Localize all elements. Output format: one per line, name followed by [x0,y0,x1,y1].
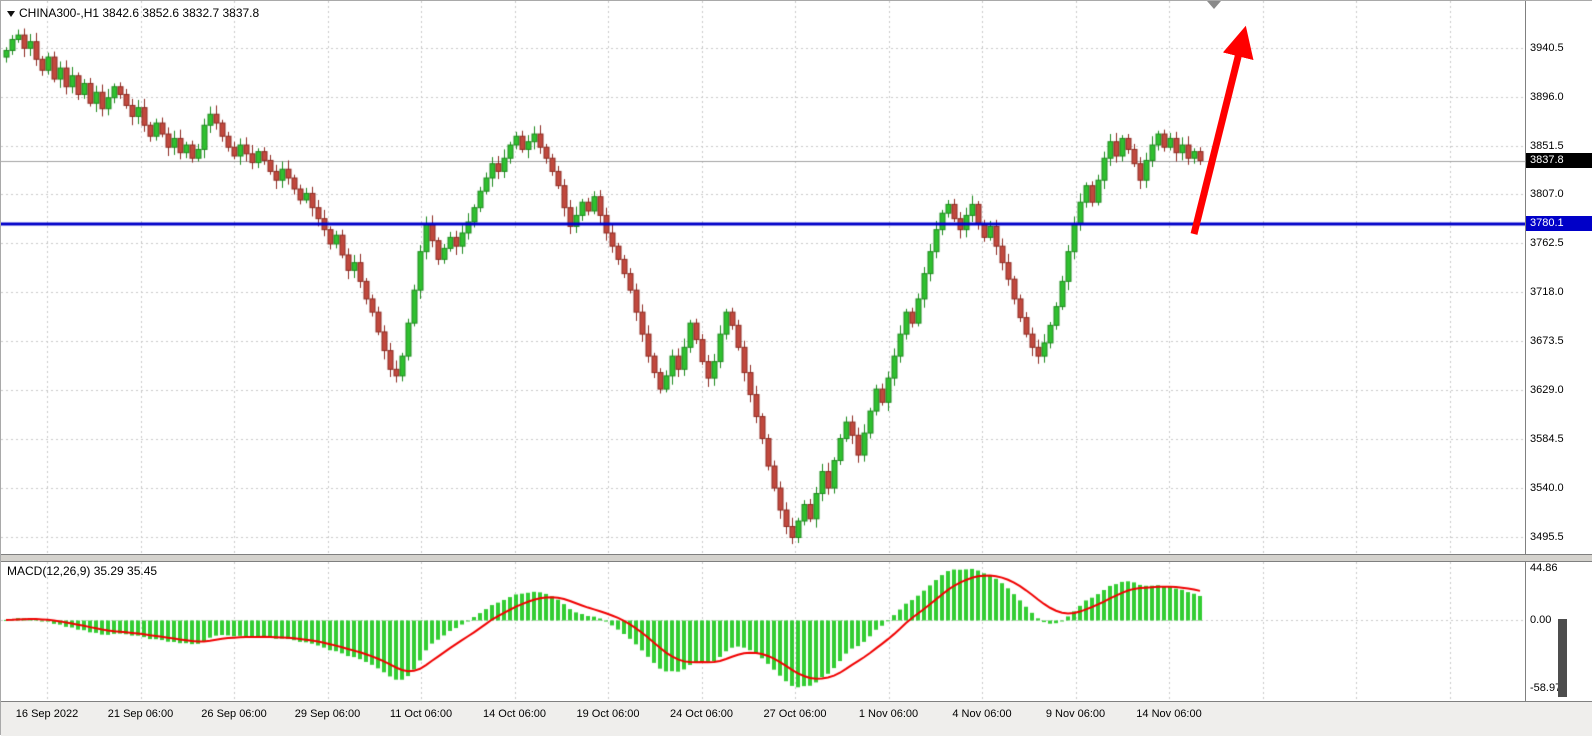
price-axis-label: 3940.5 [1530,41,1564,54]
time-axis-label: 16 Sep 2022 [15,708,79,720]
macd-pane: MACD(12,26,9) 35.29 35.45 [1,562,1525,701]
macd-axis-label: -58.97 [1530,682,1562,695]
scrollbar-thumb[interactable] [1558,619,1567,697]
legend-dropdown-icon[interactable] [7,10,15,17]
chart-shift-marker-icon[interactable] [1207,1,1221,9]
time-axis[interactable]: 16 Sep 2022 21 Sep 06:00 26 Sep 06:00 29 Se… [1,701,1592,736]
price-axis-label: 3584.5 [1530,433,1564,446]
macd-axis-label: 44.86 [1530,561,1558,574]
symbol-legend: CHINA300-,H1 3842.6 3852.6 3832.7 3837.8 [7,6,259,20]
price-axis-label: 3673.5 [1530,335,1564,348]
time-axis-label: 11 Oct 06:00 [389,708,453,720]
price-chart-canvas[interactable] [1,1,1525,554]
price-axis-label: 3807.0 [1530,188,1564,201]
macd-legend: MACD(12,26,9) 35.29 35.45 [7,564,158,578]
price-axis[interactable]: 3940.5 3896.0 3851.5 3807.0 3762.5 3718.0 3673… [1525,1,1592,701]
time-axis-label: 19 Oct 06:00 [576,708,640,720]
time-axis-label: 14 Oct 06:00 [483,708,546,720]
price-axis-label: 3718.0 [1530,286,1564,299]
time-axis-label: 9 Nov 06:00 [1045,708,1106,720]
price-axis-label: 3629.0 [1530,384,1564,397]
time-axis-label: 27 Oct 06:00 [763,708,827,720]
price-axis-label: 3896.0 [1530,90,1564,103]
time-axis-label: 4 Nov 06:00 [952,708,1012,720]
price-axis-label: 3495.5 [1530,530,1564,543]
price-axis-label: 3540.0 [1530,482,1564,495]
symbol-ohlc-text: CHINA300-,H1 3842.6 3852.6 3832.7 3837.8 [19,6,260,20]
price-axis-label: 3851.5 [1530,139,1564,152]
price-axis-label: 3762.5 [1530,237,1564,250]
macd-axis-label: 0.00 [1530,613,1552,626]
time-axis-label: 26 Sep 06:00 [201,708,267,720]
pane-splitter[interactable] [1,554,1592,562]
time-axis-label: 29 Sep 06:00 [294,708,361,720]
time-axis-label: 21 Sep 06:00 [107,708,174,720]
time-axis-label: 14 Nov 06:00 [1136,708,1202,720]
time-axis-label: 24 Oct 06:00 [670,708,733,720]
current-price-tag: 3837.8 [1526,152,1592,168]
support-line-price-tag: 3780.1 [1526,216,1592,232]
macd-chart-canvas[interactable] [1,562,1525,701]
time-axis-label: 1 Nov 06:00 [858,708,919,720]
price-pane: CHINA300-,H1 3842.6 3852.6 3832.7 3837.8 [1,1,1525,554]
